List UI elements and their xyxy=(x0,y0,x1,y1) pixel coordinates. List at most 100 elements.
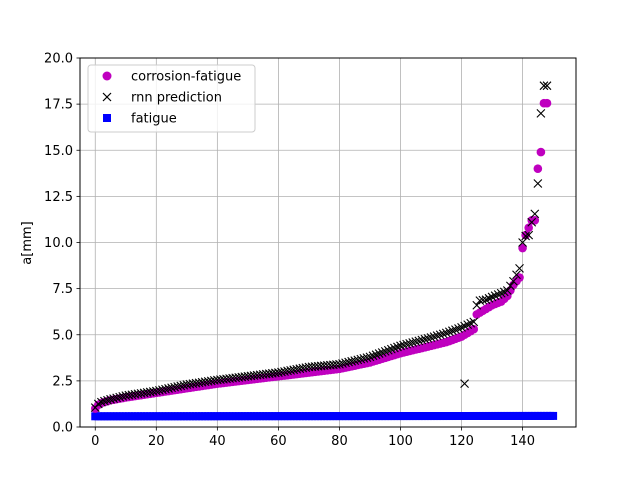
point-rnn-prediction xyxy=(493,290,503,299)
point-rnn-prediction xyxy=(432,331,442,341)
point-rnn-prediction xyxy=(405,338,415,348)
point-rnn-prediction xyxy=(515,263,524,273)
series-layer xyxy=(90,81,558,421)
legend-marker-corrosion-fatigue xyxy=(102,71,112,81)
x-axis: 0 20 40 60 80 100 120 140 xyxy=(91,427,535,449)
y-tick-label: 15.0 xyxy=(44,144,73,159)
point-rnn-prediction xyxy=(365,352,375,362)
point-fatigue xyxy=(549,411,558,420)
point-rnn-prediction xyxy=(100,396,109,406)
point-rnn-prediction xyxy=(509,276,518,286)
x-tick-label: 0 xyxy=(91,434,99,449)
point-rnn-prediction xyxy=(466,318,476,328)
point-rnn-prediction xyxy=(402,339,411,349)
point-rnn-prediction xyxy=(103,395,112,405)
y-tick-label: 17.5 xyxy=(44,98,73,113)
point-rnn-prediction xyxy=(454,324,463,333)
point-rnn-prediction xyxy=(524,230,534,240)
point-rnn-prediction xyxy=(447,326,457,336)
legend-label-corrosion-fatigue: corrosion-fatigue xyxy=(131,70,241,85)
point-rnn-prediction xyxy=(496,288,506,298)
point-rnn-prediction xyxy=(512,270,521,280)
point-rnn-prediction xyxy=(377,348,387,357)
point-rnn-prediction xyxy=(417,335,427,345)
point-rnn-prediction xyxy=(521,231,531,241)
point-rnn-prediction xyxy=(478,295,488,305)
x-tick-label: 80 xyxy=(331,434,348,449)
point-rnn-prediction xyxy=(396,341,405,351)
point-corrosion-fatigue xyxy=(533,164,543,173)
point-corrosion-fatigue xyxy=(524,223,533,233)
x-tick-label: 40 xyxy=(209,434,226,449)
point-rnn-prediction xyxy=(389,343,399,353)
point-rnn-prediction xyxy=(423,333,433,343)
legend-box xyxy=(87,64,256,133)
point-rnn-prediction xyxy=(399,340,408,350)
point-rnn-prediction xyxy=(469,317,479,327)
point-rnn-prediction xyxy=(444,327,454,337)
y-axis: 0.0 2.5 5.0 7.5 10.0 12.5 15.0 17.5 20.0 xyxy=(44,52,80,436)
point-rnn-prediction xyxy=(383,345,393,355)
point-rnn-prediction xyxy=(518,238,527,247)
legend: corrosion-fatigue rnn prediction fatigue xyxy=(87,64,256,133)
point-corrosion-fatigue xyxy=(518,243,527,253)
y-tick-label: 20.0 xyxy=(44,52,73,67)
point-rnn-prediction xyxy=(362,353,372,363)
point-rnn-prediction xyxy=(539,81,549,91)
x-tick-label: 100 xyxy=(388,434,413,449)
series-fatigue xyxy=(91,411,558,421)
x-tick-label: 20 xyxy=(148,434,165,449)
x-tick-label: 120 xyxy=(449,434,474,449)
y-tick-label: 10.0 xyxy=(44,236,73,251)
point-rnn-prediction xyxy=(490,291,500,301)
point-rnn-prediction xyxy=(505,281,515,291)
y-tick-label: 5.0 xyxy=(52,328,73,343)
point-rnn-prediction xyxy=(463,320,473,329)
point-rnn-prediction xyxy=(527,217,537,227)
point-rnn-prediction xyxy=(441,328,451,338)
point-rnn-prediction xyxy=(426,333,436,342)
point-rnn-prediction xyxy=(472,300,482,310)
point-rnn-prediction xyxy=(533,179,543,188)
point-rnn-prediction xyxy=(435,330,445,340)
y-axis-label: a[mm] xyxy=(20,221,35,264)
point-corrosion-fatigue xyxy=(542,98,552,108)
point-rnn-prediction xyxy=(374,349,384,358)
point-rnn-prediction xyxy=(386,344,396,354)
point-rnn-prediction xyxy=(420,334,430,344)
point-rnn-prediction xyxy=(414,336,424,346)
point-rnn-prediction xyxy=(530,209,540,219)
point-rnn-prediction xyxy=(502,286,512,295)
point-corrosion-fatigue xyxy=(536,147,546,157)
point-rnn-prediction xyxy=(484,293,494,303)
y-tick-label: 7.5 xyxy=(52,282,73,297)
legend-marker-fatigue xyxy=(103,114,111,122)
point-rnn-prediction xyxy=(380,346,390,356)
point-rnn-prediction xyxy=(438,329,448,339)
y-tick-label: 2.5 xyxy=(52,374,73,389)
point-rnn-prediction xyxy=(457,322,466,332)
point-rnn-prediction xyxy=(368,351,378,361)
point-rnn-prediction xyxy=(536,108,546,118)
point-rnn-prediction xyxy=(371,350,381,360)
point-rnn-prediction xyxy=(481,295,491,305)
point-rnn-prediction xyxy=(393,342,402,352)
point-rnn-prediction xyxy=(487,292,497,302)
x-tick-label: 140 xyxy=(510,434,535,449)
point-rnn-prediction xyxy=(408,338,418,347)
point-corrosion-fatigue xyxy=(469,324,479,334)
point-rnn-prediction xyxy=(429,332,439,341)
point-rnn-prediction xyxy=(411,337,421,347)
point-rnn-prediction-outlier xyxy=(460,379,469,389)
legend-label-rnn-prediction: rnn prediction xyxy=(131,91,222,106)
point-corrosion-fatigue xyxy=(521,230,530,240)
series-rnn-prediction xyxy=(90,81,552,413)
point-rnn-prediction xyxy=(460,321,469,331)
y-tick-label: 0.0 xyxy=(52,421,73,436)
x-tick-label: 60 xyxy=(270,434,287,449)
y-tick-label: 12.5 xyxy=(44,190,73,205)
point-rnn-prediction xyxy=(451,325,460,334)
point-rnn-prediction xyxy=(542,81,552,91)
point-rnn-prediction xyxy=(96,397,106,407)
